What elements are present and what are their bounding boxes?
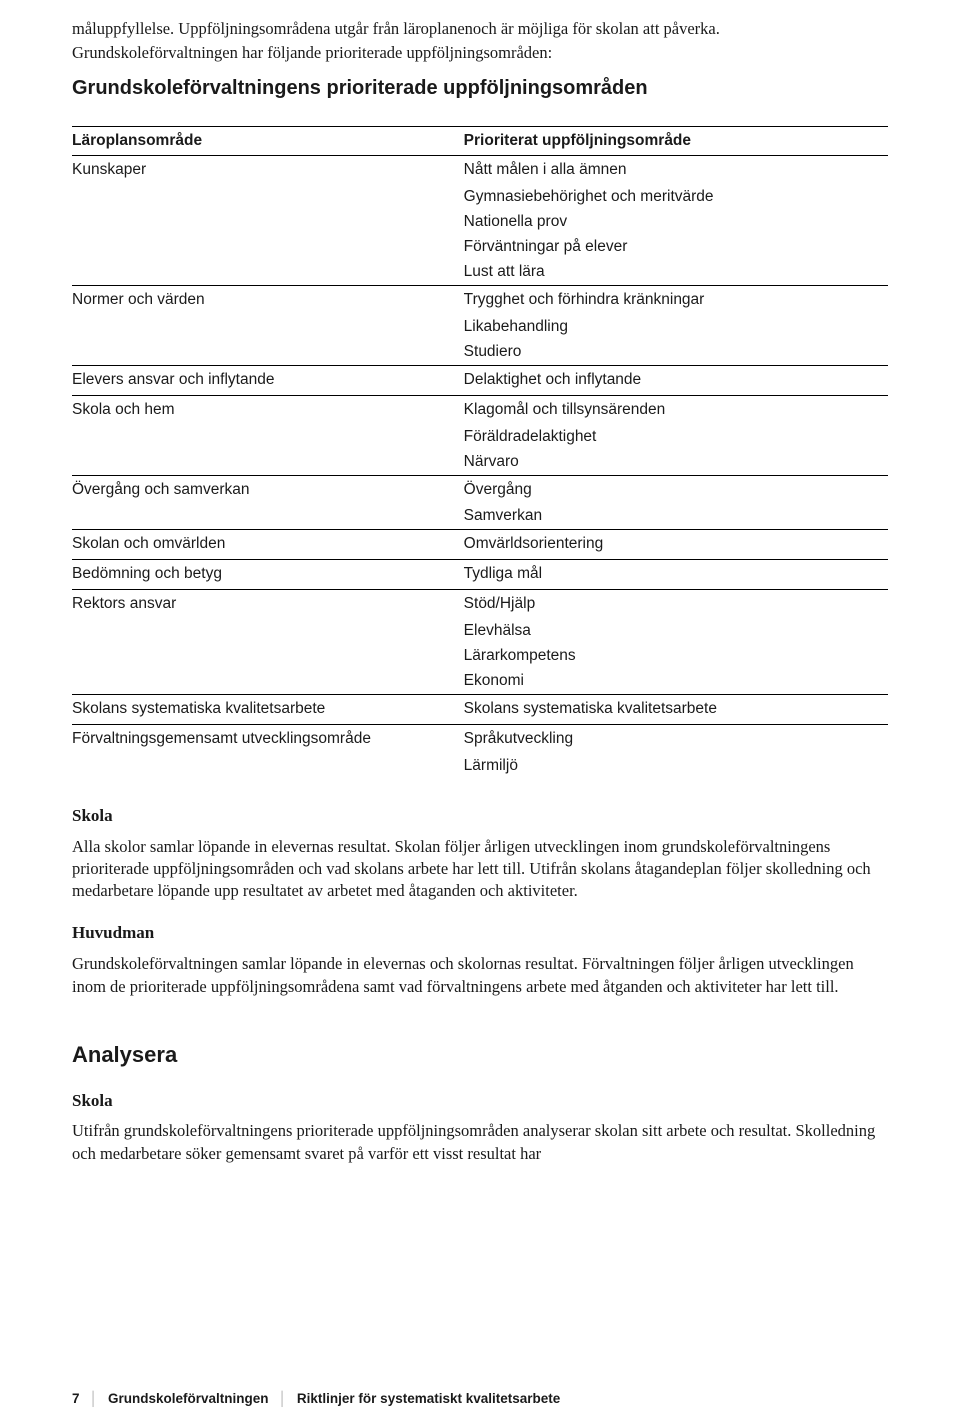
table-row: Föräldradelaktighet [72, 425, 888, 450]
table-row: Närvaro [72, 450, 888, 475]
table-cell-right: Studiero [464, 340, 888, 365]
table-row: KunskaperNått målen i alla ämnen [72, 156, 888, 185]
table-cell-left [72, 669, 464, 694]
table-cell-right: Gymnasiebehörighet och meritvärde [464, 185, 888, 210]
table-cell-left: Normer och värden [72, 286, 464, 315]
table-cell-right: Skolans systematiska kvalitetsarbete [464, 694, 888, 724]
table-cell-right: Klagomål och tillsynsärenden [464, 395, 888, 424]
table-row: Ekonomi [72, 669, 888, 694]
huvudman-heading: Huvudman [72, 922, 888, 945]
table-cell-right: Förväntningar på elever [464, 235, 888, 260]
table-cell-left [72, 619, 464, 644]
table-row: Elevhälsa [72, 619, 888, 644]
table-row: Lärarkompetens [72, 644, 888, 669]
table-row: Samverkan [72, 504, 888, 529]
table-cell-left: Bedömning och betyg [72, 560, 464, 590]
table-cell-left [72, 185, 464, 210]
table-cell-left: Skolans systematiska kvalitetsarbete [72, 694, 464, 724]
table-cell-right: Lärmiljö [464, 754, 888, 779]
table-cell-right: Övergång [464, 475, 888, 504]
table-cell-left [72, 425, 464, 450]
table-cell-right: Ekonomi [464, 669, 888, 694]
table-cell-right: Lust att lära [464, 260, 888, 285]
table-row: Gymnasiebehörighet och meritvärde [72, 185, 888, 210]
table-cell-left [72, 504, 464, 529]
table-cell-right: Språkutveckling [464, 724, 888, 753]
intro-paragraph-line2: Grundskoleförvaltningen har följande pri… [72, 42, 888, 64]
footer-org: Grundskoleförvaltningen [108, 1390, 269, 1408]
table-cell-left [72, 210, 464, 235]
table-row: Studiero [72, 340, 888, 365]
table-cell-left: Skola och hem [72, 395, 464, 424]
table-cell-right: Elevhälsa [464, 619, 888, 644]
footer-page-number: 7 [72, 1390, 80, 1408]
table-cell-left: Elevers ansvar och inflytande [72, 365, 464, 395]
table-cell-right: Delaktighet och inflytande [464, 365, 888, 395]
table-cell-right: Trygghet och förhindra kränkningar [464, 286, 888, 315]
table-row: Likabehandling [72, 315, 888, 340]
table-row: Förväntningar på elever [72, 235, 888, 260]
skola-heading-2: Skola [72, 1090, 888, 1113]
table-row: Förvaltningsgemensamt utvecklingsområdeS… [72, 724, 888, 753]
table-row: Normer och värdenTrygghet och förhindra … [72, 286, 888, 315]
table-cell-left [72, 754, 464, 779]
intro-paragraph-line1: måluppfyllelse. Uppföljningsområdena utg… [72, 18, 888, 40]
table-cell-left: Övergång och samverkan [72, 475, 464, 504]
table-cell-right: Nått målen i alla ämnen [464, 156, 888, 185]
table-cell-right: Samverkan [464, 504, 888, 529]
table-row: Nationella prov [72, 210, 888, 235]
table-row: Rektors ansvarStöd/Hjälp [72, 590, 888, 619]
table-cell-left [72, 260, 464, 285]
table-cell-right: Likabehandling [464, 315, 888, 340]
table-row: Bedömning och betygTydliga mål [72, 560, 888, 590]
skola-body-2: Utifrån grundskoleförvaltningens priorit… [72, 1120, 888, 1165]
table-cell-left: Kunskaper [72, 156, 464, 185]
priorities-subheading: Grundskoleförvaltningens prioriterade up… [72, 75, 888, 102]
analysera-heading: Analysera [72, 1040, 888, 1070]
table-cell-right: Omvärldsorientering [464, 530, 888, 560]
table-row: Elevers ansvar och inflytandeDelaktighet… [72, 365, 888, 395]
table-header-right: Prioriterat uppföljningsområde [464, 126, 888, 156]
table-header-left: Läroplansområde [72, 126, 464, 156]
page-footer: 7 │ Grundskoleförvaltningen │ Riktlinjer… [72, 1390, 888, 1408]
table-cell-right: Föräldradelaktighet [464, 425, 888, 450]
priorities-table: Läroplansområde Prioriterat uppföljnings… [72, 126, 888, 779]
table-cell-right: Lärarkompetens [464, 644, 888, 669]
table-row: Övergång och samverkanÖvergång [72, 475, 888, 504]
table-row: Lust att lära [72, 260, 888, 285]
table-cell-left [72, 644, 464, 669]
skola-heading-1: Skola [72, 805, 888, 828]
table-cell-left: Skolan och omvärlden [72, 530, 464, 560]
table-cell-right: Stöd/Hjälp [464, 590, 888, 619]
table-cell-left: Rektors ansvar [72, 590, 464, 619]
table-row: Skolans systematiska kvalitetsarbeteSkol… [72, 694, 888, 724]
table-row: Skola och hemKlagomål och tillsynsärende… [72, 395, 888, 424]
table-cell-right: Tydliga mål [464, 560, 888, 590]
table-cell-left [72, 450, 464, 475]
huvudman-body: Grundskoleförvaltningen samlar löpande i… [72, 953, 888, 998]
table-cell-left [72, 340, 464, 365]
skola-body-1: Alla skolor samlar löpande in elevernas … [72, 836, 888, 903]
table-cell-left [72, 235, 464, 260]
table-row: Skolan och omvärldenOmvärldsorientering [72, 530, 888, 560]
table-cell-left: Förvaltningsgemensamt utvecklingsområde [72, 724, 464, 753]
table-cell-left [72, 315, 464, 340]
table-cell-right: Nationella prov [464, 210, 888, 235]
table-cell-right: Närvaro [464, 450, 888, 475]
footer-doc-title: Riktlinjer för systematiskt kvalitetsarb… [297, 1390, 560, 1408]
footer-separator-icon: │ [90, 1390, 98, 1408]
table-row: Lärmiljö [72, 754, 888, 779]
footer-separator-icon: │ [278, 1390, 286, 1408]
